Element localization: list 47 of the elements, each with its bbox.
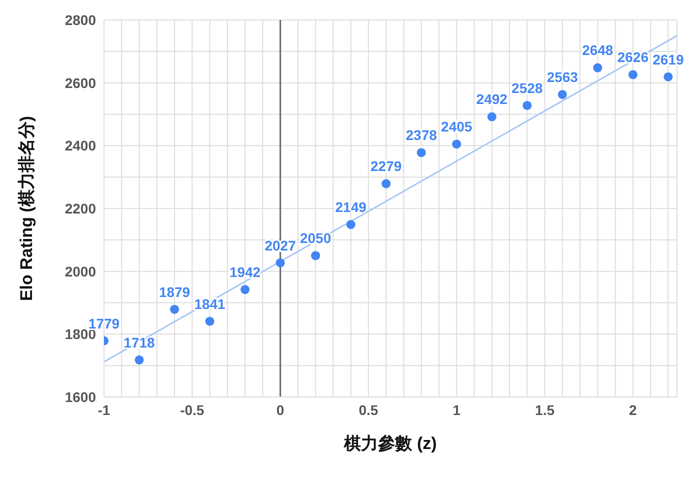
point [522, 100, 532, 110]
x-tick-label: 1.5 [535, 402, 555, 418]
point [487, 112, 496, 122]
data-label: 2648 [582, 42, 614, 58]
data-label: 2279 [370, 158, 402, 174]
point [346, 220, 356, 230]
point [134, 355, 144, 364]
data-label: 2528 [512, 80, 543, 96]
data-label: 1779 [88, 315, 120, 332]
y-tick-label: 1600 [64, 388, 96, 405]
x-tick-label: -0.5 [180, 402, 204, 418]
y-tick-label: 2600 [64, 74, 96, 91]
x-axis-title: 棋力參數 (z) [343, 434, 437, 453]
point [311, 251, 320, 260]
data-label: 2563 [546, 68, 578, 85]
y-tick-label: 2400 [64, 138, 96, 154]
point [382, 179, 391, 188]
point [240, 285, 250, 294]
point [593, 63, 602, 72]
x-tick-label: 1 [452, 402, 461, 418]
y-axis-title: Elo Rating (棋力排名分) [17, 116, 36, 302]
point [628, 70, 638, 80]
data-label: 2378 [406, 127, 438, 144]
data-label: 2149 [335, 199, 367, 216]
point [452, 140, 462, 149]
y-tick-label: 2200 [64, 200, 96, 216]
x-tick-label: 0 [276, 402, 284, 418]
data-label: 2626 [617, 49, 649, 66]
data-label: 1942 [229, 264, 261, 280]
y-tick-label: 2000 [64, 263, 96, 280]
point [558, 90, 567, 99]
point [416, 148, 426, 158]
point [276, 258, 285, 268]
x-tick-label: 0.5 [358, 402, 378, 418]
data-label: 2619 [652, 51, 684, 68]
point [664, 72, 673, 82]
data-label: 2492 [476, 91, 508, 108]
data-label: 2050 [300, 230, 332, 246]
x-tick-label: -1 [98, 402, 110, 418]
point [205, 316, 214, 326]
point [170, 304, 180, 314]
x-tick-label: 2 [629, 402, 638, 418]
data-label: 1718 [124, 334, 156, 350]
data-label: 1879 [158, 284, 190, 300]
data-label: 2405 [441, 118, 472, 135]
data-label: 1841 [194, 296, 226, 312]
y-tick-label: 2800 [64, 12, 96, 28]
